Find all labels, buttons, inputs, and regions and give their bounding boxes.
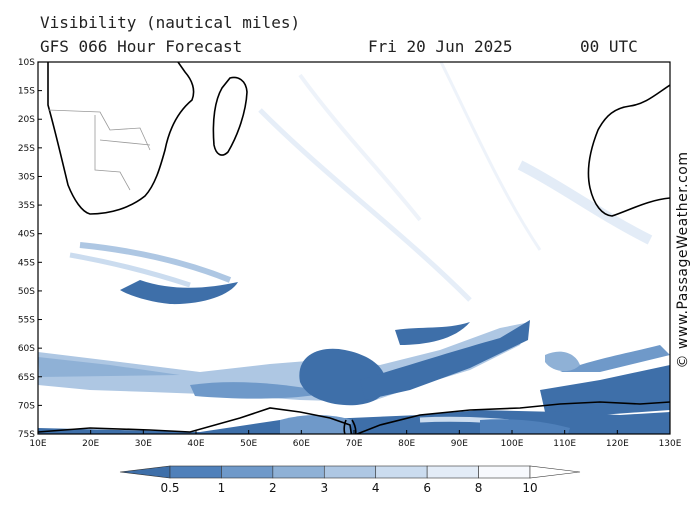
visibility-field: [38, 62, 670, 434]
lon-tick-label: 50E: [240, 439, 257, 449]
legend-swatch: [426, 465, 479, 479]
lat-tick-label: 20S: [18, 115, 35, 125]
lat-tick-label: 65S: [18, 373, 35, 383]
lon-tick-label: 40E: [187, 439, 204, 449]
lat-tick-label: 70S: [18, 401, 35, 411]
map-title: Visibility (nautical miles): [40, 13, 301, 32]
lon-tick-label: 90E: [451, 439, 468, 449]
lat-tick-label: 30S: [18, 172, 35, 182]
credit-text: © www.PassageWeather.com: [675, 151, 691, 369]
latitude-ticks: 10S 15S 20S 25S 30S 35S 40S 45S 50S 55S 60S 65S 70S 7…: [18, 58, 42, 440]
legend-swatch: [221, 465, 274, 479]
legend-swatch: [272, 465, 325, 479]
coastlines: [38, 62, 670, 434]
legend-swatch: [169, 465, 222, 479]
lon-tick-label: 130E: [659, 439, 682, 449]
visibility-map: 10S 15S 20S 25S 30S 35S 40S 45S 50S 55S 60S 65S 70S 7…: [18, 58, 682, 449]
legend-arrow-low: [119, 465, 171, 479]
lat-tick-label: 45S: [18, 258, 35, 268]
lat-tick-label: 60S: [18, 344, 35, 354]
lat-tick-label: 75S: [18, 430, 35, 440]
country-borders: [47, 109, 151, 191]
lat-tick-label: 10S: [18, 58, 35, 68]
legend-label: 8: [475, 481, 483, 495]
lat-tick-label: 40S: [18, 230, 35, 240]
legend-label: 10: [522, 481, 537, 495]
forecast-time: 00 UTC: [580, 37, 638, 56]
lon-tick-label: 80E: [398, 439, 415, 449]
legend-label: 1: [218, 481, 226, 495]
legend-label: 3: [320, 481, 328, 495]
lat-tick-label: 50S: [18, 287, 35, 297]
legend-swatch: [375, 465, 428, 479]
lon-tick-label: 100E: [501, 439, 524, 449]
lat-tick-label: 55S: [18, 316, 35, 326]
forecast-subtitle: GFS 066 Hour Forecast: [40, 37, 243, 56]
longitude-ticks: 10E 20E 30E 40E 50E 60E 70E 80E 90E 100E 110E 120E 1…: [29, 430, 682, 449]
lon-tick-label: 60E: [293, 439, 310, 449]
lon-tick-label: 120E: [606, 439, 629, 449]
legend-label: 0.5: [160, 481, 179, 495]
legend-label: 6: [423, 481, 431, 495]
legend-colorbar: 0.5 1 2 3 4 6 8 10: [119, 465, 581, 495]
legend-label: 2: [269, 481, 277, 495]
legend-swatch: [323, 465, 377, 479]
legend-label: 4: [372, 481, 380, 495]
lon-tick-label: 20E: [82, 439, 99, 449]
lon-tick-label: 110E: [553, 439, 576, 449]
lon-tick-label: 70E: [345, 439, 362, 449]
forecast-date: Fri 20 Jun 2025: [368, 37, 513, 56]
lat-tick-label: 35S: [18, 201, 35, 211]
lat-tick-label: 25S: [18, 144, 35, 154]
lon-tick-label: 30E: [135, 439, 152, 449]
legend-swatch: [478, 465, 531, 479]
legend-arrow-high: [529, 465, 581, 479]
lat-tick-label: 15S: [18, 87, 35, 97]
lon-tick-label: 10E: [29, 439, 46, 449]
